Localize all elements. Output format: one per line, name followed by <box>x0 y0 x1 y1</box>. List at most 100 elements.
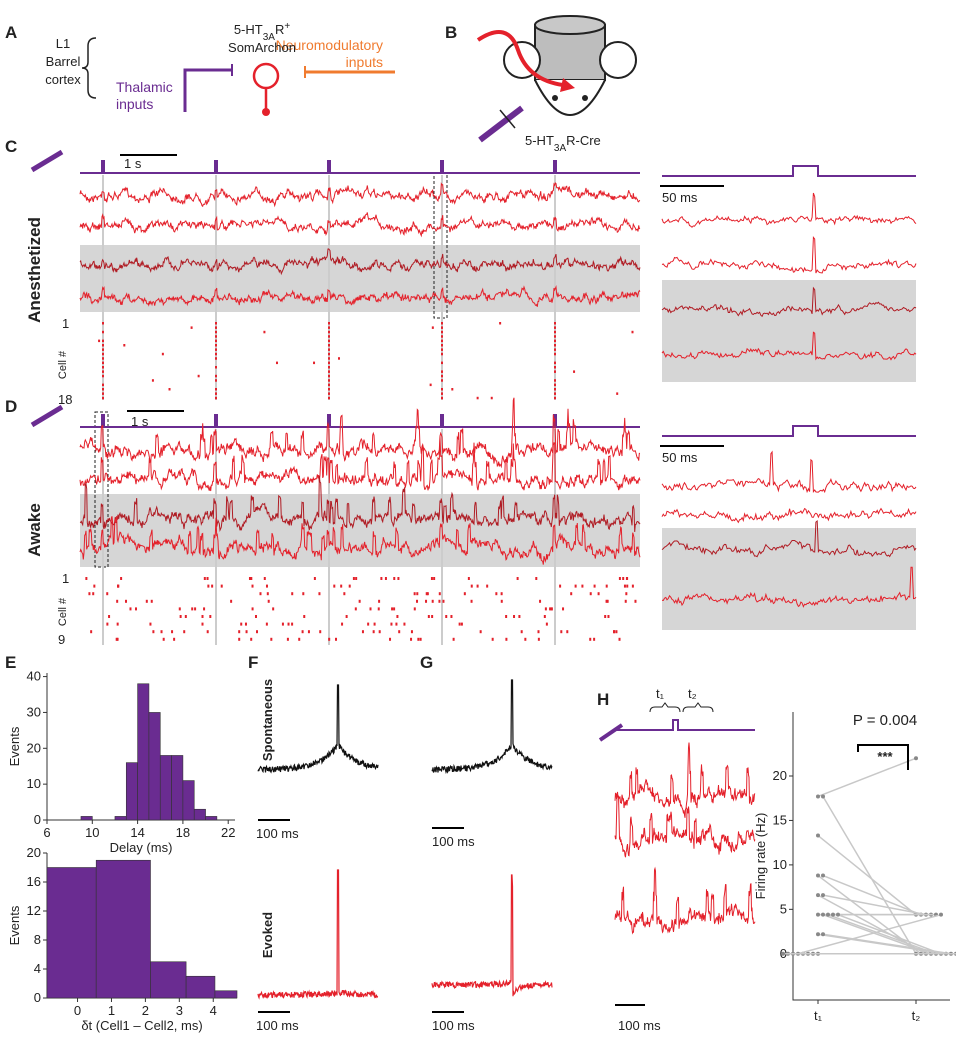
raster-tick <box>429 383 432 387</box>
raster-tick <box>554 361 556 365</box>
raster-tick <box>566 630 569 634</box>
label: Cell # <box>57 597 69 626</box>
raster-tick <box>352 577 355 580</box>
bar <box>193 808 206 821</box>
trace <box>661 192 917 228</box>
bar <box>95 859 151 999</box>
raster-tick <box>215 357 217 360</box>
raster-tick <box>215 330 217 334</box>
raster-tick <box>441 379 443 382</box>
fiber-tip <box>560 78 575 92</box>
bracket <box>682 702 714 713</box>
scale-label: 50 ms <box>662 190 698 205</box>
raster-tick <box>593 584 596 588</box>
raster-tick <box>618 577 621 580</box>
raster-tick <box>328 344 330 347</box>
raster-tick <box>102 374 104 378</box>
raster-tick <box>490 396 493 400</box>
raster-tick <box>460 622 463 626</box>
raster-tick <box>328 326 330 329</box>
raster-tick <box>597 592 600 596</box>
y-tick-label: 0 <box>34 990 41 1005</box>
raster-tick <box>106 592 109 596</box>
raster-tick <box>251 607 254 611</box>
raster-tick <box>413 592 416 596</box>
pair-line <box>797 913 942 955</box>
raster-tick <box>266 592 269 596</box>
raster-tick <box>495 592 498 596</box>
raster-tick <box>554 379 556 382</box>
raster-tick <box>341 622 344 626</box>
raster-tick <box>425 592 428 596</box>
point <box>816 932 820 937</box>
label-part: 5-HT <box>525 133 554 148</box>
bar <box>46 867 97 999</box>
trace <box>431 679 553 775</box>
raster-tick <box>250 637 253 641</box>
label: t₁ <box>656 686 665 701</box>
axis-label: Events <box>7 726 22 766</box>
head <box>534 79 606 116</box>
bar <box>205 816 218 821</box>
raster-tick <box>606 599 609 603</box>
raster-tick <box>463 592 466 596</box>
raster-tick <box>215 388 217 391</box>
raster-tick <box>513 615 516 618</box>
raster-tick <box>318 592 321 596</box>
raster-tick <box>215 392 217 395</box>
axis-label: Events <box>7 905 22 945</box>
raster-tick <box>431 615 434 618</box>
raster-tick <box>369 607 372 611</box>
point <box>939 912 943 917</box>
raster-tick <box>554 370 556 373</box>
whisker-stim <box>30 404 64 428</box>
raster-tick <box>605 599 608 603</box>
raster-tick <box>545 622 548 626</box>
raster-tick <box>328 361 330 365</box>
raster-tick <box>626 577 629 580</box>
x-tick-label: 4 <box>210 1003 217 1018</box>
raster-tick <box>389 637 392 641</box>
raster-tick <box>559 584 562 588</box>
raster-tick <box>554 348 556 351</box>
raster-tick <box>560 630 563 634</box>
raster-tick <box>125 599 128 603</box>
panel-label: C <box>5 137 17 156</box>
y-tick-label: 15 <box>773 812 787 827</box>
raster-tick <box>338 357 341 360</box>
raster-tick <box>123 344 126 347</box>
x-tick-label: 10 <box>85 825 99 840</box>
highlight-box <box>80 245 640 312</box>
raster-tick <box>618 637 621 641</box>
raster-tick <box>313 577 316 580</box>
raster-tick <box>161 352 164 356</box>
pair-line <box>817 933 947 955</box>
raster-tick <box>270 637 273 641</box>
label-part: 5-HT <box>234 22 263 37</box>
pair-line <box>822 933 952 955</box>
raster-tick <box>430 577 433 580</box>
arrow <box>499 109 516 129</box>
state-label: Awake <box>25 503 44 557</box>
raster-tick <box>281 622 284 626</box>
trace <box>79 397 641 469</box>
raster-tick <box>194 607 197 611</box>
raster-tick <box>183 630 186 634</box>
raster-tick <box>500 599 503 603</box>
raster-tick <box>445 615 448 618</box>
raster-tick <box>102 366 104 369</box>
raster-tick <box>616 392 619 395</box>
bar <box>150 961 187 999</box>
raster-tick <box>393 607 396 611</box>
whisker-stim <box>598 723 624 742</box>
x-tick-label: 6 <box>43 825 50 840</box>
point <box>816 893 820 898</box>
raster-tick <box>605 584 608 588</box>
raster-tick <box>354 607 357 611</box>
raster-tick <box>93 584 96 588</box>
raster-tick <box>419 637 422 641</box>
raster-tick <box>631 330 634 334</box>
raster-tick <box>348 584 351 588</box>
raster-tick <box>328 352 330 356</box>
bar <box>214 990 238 999</box>
